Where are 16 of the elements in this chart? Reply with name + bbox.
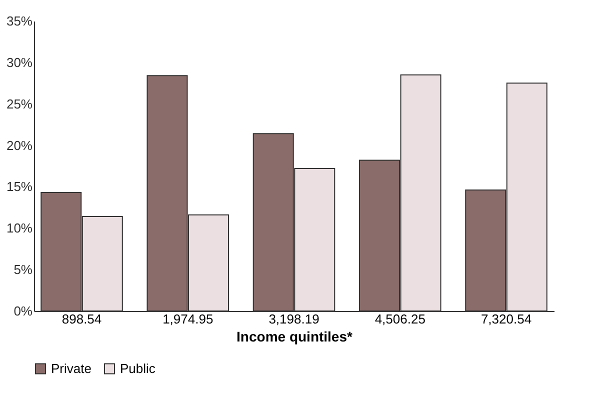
legend-label: Public (120, 360, 156, 376)
x-tick-label: 4,506.25 (374, 312, 426, 326)
x-axis-title: Income quintiles* (236, 328, 353, 344)
x-tick-label: 3,198.19 (268, 312, 320, 326)
y-tick-label: 35% (6, 14, 33, 28)
y-tick-label: 25% (6, 96, 33, 112)
y-tick-label: 20% (6, 138, 33, 153)
y-tick-label: 30% (6, 54, 33, 70)
x-tick-label: 7,320.54 (480, 312, 532, 326)
x-tick-label: 1,974.95 (162, 312, 214, 326)
legend-label: Private (51, 360, 92, 376)
y-tick-label: 0% (14, 304, 33, 318)
y-tick-label: 5% (14, 262, 33, 278)
y-tick-label: 15% (6, 179, 33, 194)
y-tick-label: 10% (6, 220, 33, 236)
x-tick-label: 898.54 (62, 312, 102, 326)
